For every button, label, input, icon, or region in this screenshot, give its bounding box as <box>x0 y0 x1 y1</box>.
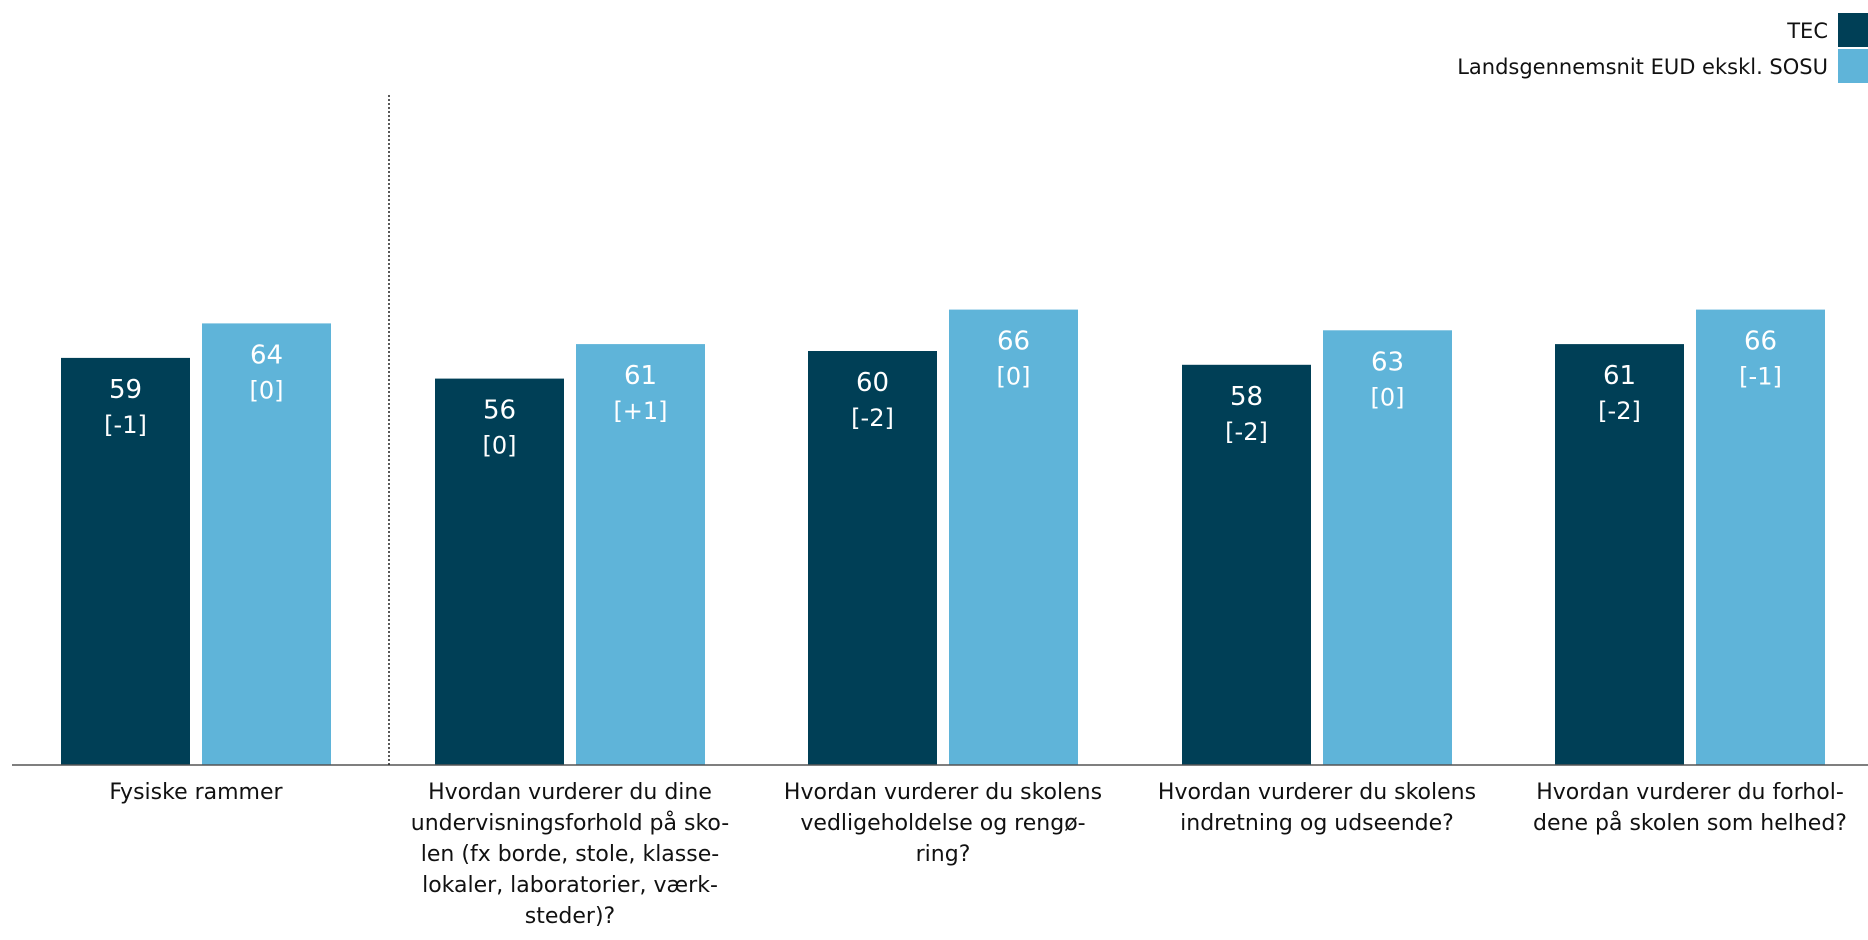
category-label-0: Fysiske rammer <box>109 780 283 805</box>
bar-change-label: [0] <box>997 363 1031 391</box>
legend-label-1: Landsgennemsnit EUD ekskl. SOSU <box>1457 55 1828 79</box>
bar-value-label: 66 <box>997 327 1030 357</box>
legend: TEC Landsgennemsnit EUD ekskl. SOSU <box>1457 13 1868 83</box>
bar-change-label: [-1] <box>1739 363 1782 391</box>
bar-value-label: 56 <box>483 396 516 426</box>
legend-swatch-1 <box>1838 49 1868 83</box>
bar-value-label: 59 <box>109 375 142 405</box>
bar-tec-1 <box>435 378 564 765</box>
bar-change-label: [-2] <box>851 404 894 432</box>
bar-change-label: [0] <box>483 432 517 460</box>
bar-landsgennemsnit-1 <box>576 344 705 765</box>
category-label-3: Hvordan vurderer du skolens indretning og… <box>1158 780 1476 836</box>
bar-landsgennemsnit-0 <box>202 323 331 765</box>
bar-tec-2 <box>808 351 937 765</box>
bar-value-label: 58 <box>1230 382 1263 412</box>
bar-change-label: [-2] <box>1598 397 1641 425</box>
category-labels: Fysiske rammer Hvordan vurderer du dine un… <box>109 780 1847 929</box>
bar-value-label: 66 <box>1744 327 1777 357</box>
bar-value-label: 64 <box>250 340 283 370</box>
bar-change-label: [-1] <box>104 411 147 439</box>
bar-landsgennemsnit-4 <box>1696 309 1825 765</box>
category-label-4: Hvordan vurderer du forhol-dene på skole… <box>1533 780 1847 836</box>
bar-value-label: 61 <box>624 361 657 391</box>
bar-value-label: 60 <box>856 368 889 398</box>
bar-landsgennemsnit-2 <box>949 309 1078 765</box>
bar-change-label: [0] <box>1371 383 1405 411</box>
category-label-1: Hvordan vurderer du dine undervisningsfor… <box>411 780 729 929</box>
legend-swatch-0 <box>1838 13 1868 47</box>
bar-landsgennemsnit-3 <box>1323 330 1452 765</box>
bar-tec-0 <box>61 357 190 765</box>
bar-change-label: [-2] <box>1225 418 1268 446</box>
bars: 59 [-1] 56 [0] 60 [-2] 58 [-2] 61 [-2] 64 [0] 61 [+1]… <box>61 309 1825 765</box>
bar-change-label: [0] <box>250 376 284 404</box>
bar-change-label: [+1] <box>613 397 667 425</box>
bar-tec-4 <box>1555 344 1684 765</box>
legend-label-0: TEC <box>1786 19 1828 43</box>
bar-value-label: 63 <box>1371 347 1404 377</box>
bar-value-label: 61 <box>1603 361 1636 391</box>
category-label-2: Hvordan vurderer du skolens vedligeholdel… <box>784 780 1102 867</box>
bar-tec-3 <box>1182 364 1311 765</box>
